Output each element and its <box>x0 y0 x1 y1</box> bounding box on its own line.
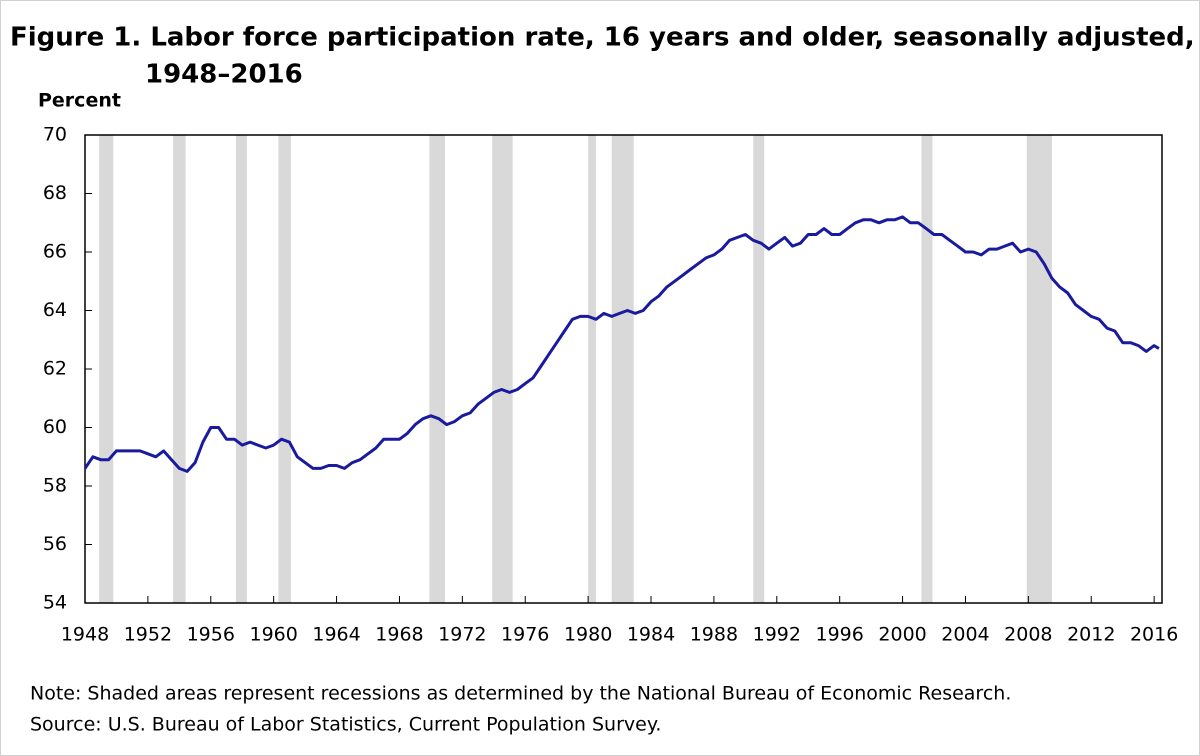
recession-band <box>173 135 186 603</box>
recession-band <box>611 135 634 603</box>
recession-band <box>429 135 446 603</box>
x-tick-label: 1956 <box>187 624 235 646</box>
y-tick-label: 60 <box>43 416 67 438</box>
recession-band <box>99 135 114 603</box>
y-tick-label: 68 <box>43 182 67 204</box>
chart-title: 1948–2016 <box>145 60 303 90</box>
x-tick-label: 1972 <box>438 624 486 646</box>
x-tick-label: 1968 <box>375 624 423 646</box>
y-tick-label: 56 <box>43 533 67 555</box>
x-tick-label: 2012 <box>1067 624 1115 646</box>
recession-band <box>492 135 513 603</box>
y-axis-label: Percent <box>38 90 121 112</box>
recession-band <box>588 135 596 603</box>
series-line <box>83 215 1160 473</box>
x-tick-label: 1980 <box>564 624 612 646</box>
x-tick-label: 1964 <box>312 624 360 646</box>
y-tick-label: 58 <box>43 475 67 497</box>
source: Source: U.S. Bureau of Labor Statistics,… <box>30 714 661 736</box>
recession-band <box>278 135 291 603</box>
x-tick-label: 1976 <box>501 624 549 646</box>
recession-band <box>1026 135 1052 603</box>
x-tick-label: 1984 <box>627 624 675 646</box>
y-tick-label: 70 <box>43 124 67 146</box>
x-tick-label: 1992 <box>753 624 801 646</box>
x-tick-label: 1948 <box>61 624 109 646</box>
chart-title: Figure 1. Labor force participation rate… <box>10 23 1195 53</box>
x-tick-label: 2016 <box>1130 624 1178 646</box>
note: Note: Shaded areas represent recessions … <box>30 683 1011 705</box>
y-tick-label: 54 <box>43 592 67 614</box>
recession-band <box>235 135 247 603</box>
x-tick-label: 2008 <box>1004 624 1052 646</box>
plot-frame <box>84 134 1163 604</box>
x-tick-label: 1996 <box>816 624 864 646</box>
x-tick-label: 1988 <box>690 624 738 646</box>
y-tick-label: 66 <box>43 241 67 263</box>
y-tick-label: 64 <box>43 299 67 321</box>
recession-band <box>921 135 933 603</box>
x-tick-label: 1960 <box>249 624 297 646</box>
recession-band <box>753 135 765 603</box>
x-tick-label: 1952 <box>124 624 172 646</box>
x-tick-label: 2000 <box>878 624 926 646</box>
x-tick-label: 2004 <box>941 624 989 646</box>
y-tick-label: 62 <box>43 358 67 380</box>
